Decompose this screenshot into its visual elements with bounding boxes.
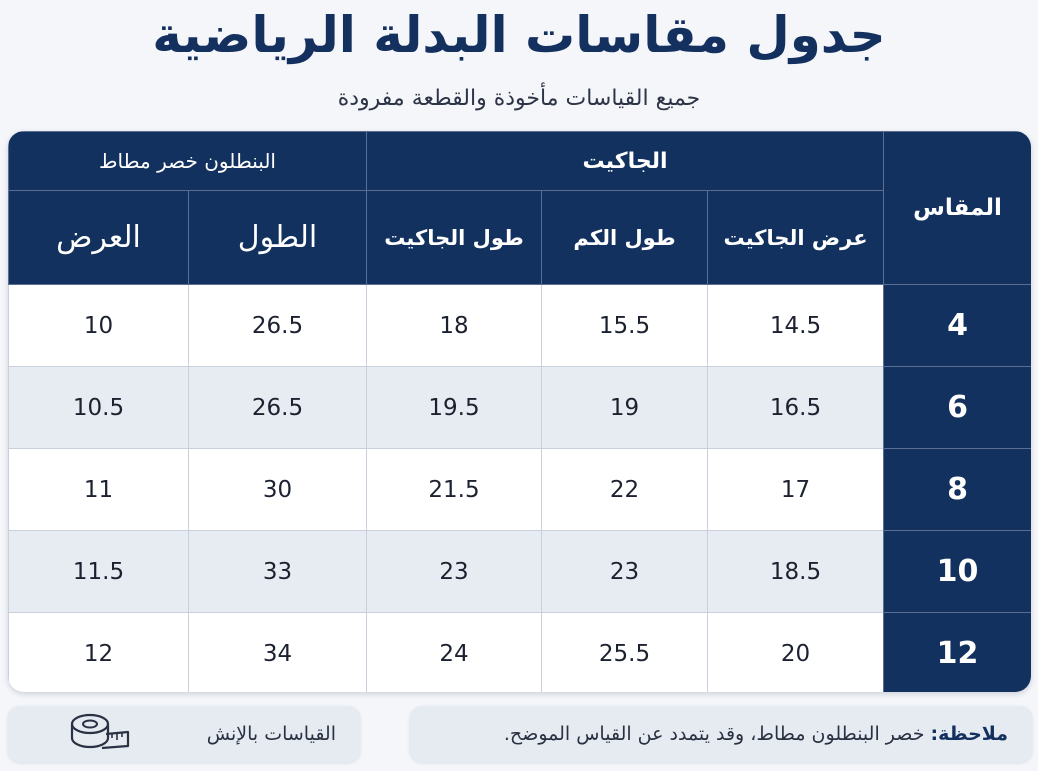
table-row: 12 20 25.5 24 34 12 <box>8 612 1031 692</box>
jacket-length-cell: 23 <box>365 530 543 613</box>
size-column-header: المقاس <box>883 131 1031 285</box>
jacket-width-cell: 18.5 <box>707 530 885 613</box>
pants-width-cell: 11 <box>8 448 189 531</box>
pants-width-cell: 10 <box>8 284 189 367</box>
size-cell: 10 <box>883 530 1031 613</box>
table-row: 10 18.5 23 23 33 11.5 <box>8 530 1031 613</box>
note-text: خصر البنطلون مطاط، وقد يتمدد عن القياس ا… <box>503 723 925 745</box>
size-cell: 4 <box>883 284 1031 367</box>
pants-width-cell: 11.5 <box>8 530 189 613</box>
pants-group-header: البنطلون خصر مطاط <box>8 131 367 191</box>
size-cell: 12 <box>883 612 1031 692</box>
size-cell: 6 <box>883 366 1031 449</box>
sleeve-length-cell: 23 <box>541 530 709 613</box>
sleeve-length-cell: 25.5 <box>541 612 709 692</box>
pants-width-header: العرض <box>8 190 189 285</box>
sleeve-length-cell: 22 <box>541 448 709 531</box>
sleeve-length-header: طول الكم <box>541 190 709 285</box>
table-row: 4 14.5 15.5 18 26.5 10 <box>8 284 1031 367</box>
page-title: جدول مقاسات البدلة الرياضية <box>152 6 886 64</box>
sleeve-length-cell: 19 <box>541 366 709 449</box>
pants-length-cell: 33 <box>188 530 367 613</box>
measuring-tape-icon <box>68 710 132 759</box>
pants-length-cell: 34 <box>188 612 367 692</box>
table-row: 6 16.5 19 19.5 26.5 10.5 <box>8 366 1031 449</box>
jacket-group-header: الجاكيت <box>365 131 885 191</box>
jacket-width-cell: 20 <box>707 612 885 692</box>
unit-box: القياسات بالإنش <box>8 706 360 762</box>
jacket-width-cell: 14.5 <box>707 284 885 367</box>
pants-width-cell: 10.5 <box>8 366 189 449</box>
jacket-length-cell: 24 <box>365 612 543 692</box>
jacket-width-cell: 17 <box>707 448 885 531</box>
pants-width-cell: 12 <box>8 612 189 692</box>
unit-text: القياسات بالإنش <box>206 723 336 745</box>
pants-length-cell: 30 <box>188 448 367 531</box>
size-cell: 8 <box>883 448 1031 531</box>
jacket-length-cell: 21.5 <box>365 448 543 531</box>
table-row: 8 17 22 21.5 30 11 <box>8 448 1031 531</box>
jacket-length-cell: 18 <box>365 284 543 367</box>
pants-length-cell: 26.5 <box>188 284 367 367</box>
page-subtitle: جميع القياسات مأخوذة والقطعة مفرودة <box>337 86 701 111</box>
jacket-width-cell: 16.5 <box>707 366 885 449</box>
size-chart-table: المقاس الجاكيت البنطلون خصر مطاط عرض الج… <box>8 131 1031 692</box>
pants-length-header: الطول <box>188 190 367 285</box>
jacket-length-header: طول الجاكيت <box>365 190 543 285</box>
note-box: ملاحظة: خصر البنطلون مطاط، وقد يتمدد عن … <box>410 706 1032 762</box>
jacket-length-cell: 19.5 <box>365 366 543 449</box>
pants-length-cell: 26.5 <box>188 366 367 449</box>
note-label: ملاحظة: <box>930 723 1008 745</box>
sleeve-length-cell: 15.5 <box>541 284 709 367</box>
jacket-width-header: عرض الجاكيت <box>707 190 885 285</box>
